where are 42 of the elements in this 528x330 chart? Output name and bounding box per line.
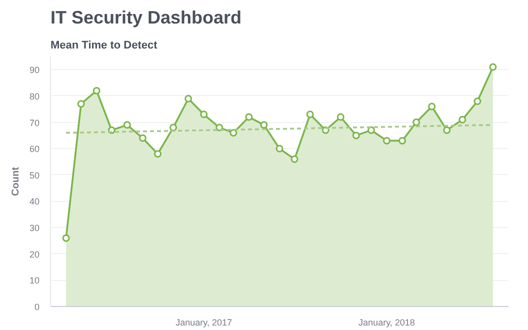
- point: [170, 124, 178, 132]
- point: [276, 144, 284, 152]
- y-tick-label: 90: [29, 65, 40, 76]
- point: [428, 102, 436, 110]
- point: [245, 113, 253, 121]
- point: [154, 150, 162, 158]
- point: [92, 86, 100, 94]
- point: [290, 155, 298, 163]
- y-tick-label: 80: [29, 91, 40, 102]
- y-tick-label: 30: [29, 223, 40, 234]
- y-tick-label: 10: [29, 276, 40, 286]
- y-tick-label: 0: [34, 302, 40, 312]
- point: [260, 121, 268, 129]
- y-tick-label: 60: [29, 144, 40, 154]
- point: [336, 113, 344, 121]
- point: [62, 234, 70, 242]
- chart-title: IT Security Dashboard: [50, 8, 242, 28]
- point: [489, 63, 497, 71]
- point: [230, 129, 238, 137]
- point: [412, 118, 420, 126]
- point: [398, 136, 406, 144]
- point: [216, 124, 224, 132]
- y-tick-label: 50: [29, 170, 40, 180]
- x-tick-label: January, 2017: [176, 318, 232, 328]
- point: [458, 116, 466, 124]
- point: [77, 100, 85, 108]
- point: [200, 110, 208, 118]
- point: [184, 94, 192, 102]
- point: [123, 121, 131, 129]
- point: [138, 134, 146, 142]
- point: [306, 110, 314, 118]
- y-tick-label: 40: [29, 196, 40, 207]
- point: [443, 126, 451, 134]
- y-axis-title: Count: [10, 166, 22, 196]
- y-tick-label: 20: [29, 249, 40, 260]
- point: [382, 136, 390, 144]
- y-tick-label: 70: [29, 118, 40, 128]
- point: [474, 97, 482, 105]
- point: [367, 126, 375, 134]
- x-tick-label: January, 2018: [358, 318, 415, 328]
- point: [352, 132, 360, 140]
- chart-subtitle: Mean Time to Detect: [50, 40, 158, 52]
